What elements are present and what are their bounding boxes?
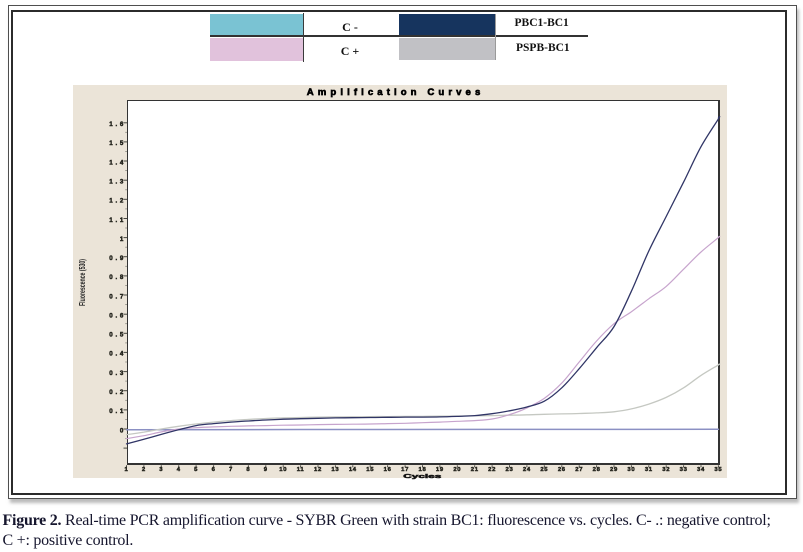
svg-text:8: 8 — [246, 467, 250, 473]
svg-text:1.3: 1.3 — [109, 179, 126, 186]
svg-text:21: 21 — [471, 467, 479, 473]
svg-text:Amplification Curves: Amplification Curves — [307, 87, 481, 98]
svg-text:24: 24 — [523, 467, 531, 473]
svg-text:18: 18 — [419, 467, 427, 473]
svg-text:10: 10 — [279, 467, 287, 473]
svg-text:33: 33 — [680, 467, 688, 473]
svg-text:0: 0 — [120, 427, 126, 434]
svg-text:17: 17 — [401, 467, 409, 473]
svg-text:32: 32 — [662, 467, 670, 473]
svg-text:27: 27 — [575, 467, 583, 473]
svg-text:4: 4 — [177, 467, 181, 473]
svg-text:1.2: 1.2 — [109, 198, 126, 205]
svg-text:0.1: 0.1 — [109, 408, 126, 415]
svg-text:0.4: 0.4 — [109, 351, 126, 358]
svg-text:0.5: 0.5 — [109, 332, 126, 339]
svg-text:7: 7 — [229, 467, 233, 473]
svg-text:20: 20 — [453, 467, 461, 473]
svg-text:34: 34 — [697, 467, 705, 473]
svg-text:1.4: 1.4 — [109, 159, 126, 166]
svg-text:Fluorescence (530): Fluorescence (530) — [77, 259, 87, 306]
svg-text:29: 29 — [610, 467, 618, 473]
svg-text:0.6: 0.6 — [109, 313, 126, 320]
svg-text:0.2: 0.2 — [109, 389, 126, 396]
svg-text:2: 2 — [142, 467, 146, 473]
svg-text:6: 6 — [212, 467, 216, 473]
svg-text:23: 23 — [506, 467, 514, 473]
svg-text:19: 19 — [436, 467, 444, 473]
svg-text:22: 22 — [488, 467, 496, 473]
svg-text:3: 3 — [159, 467, 163, 473]
svg-text:35: 35 — [714, 467, 722, 473]
svg-text:12: 12 — [314, 467, 322, 473]
svg-text:0.9: 0.9 — [109, 255, 126, 262]
svg-text:15: 15 — [366, 467, 374, 473]
svg-text:31: 31 — [645, 467, 653, 473]
svg-text:30: 30 — [627, 467, 635, 473]
svg-text:0.7: 0.7 — [109, 293, 126, 300]
svg-text:1.5: 1.5 — [109, 140, 126, 147]
svg-text:Cycles: Cycles — [403, 474, 441, 480]
svg-text:13: 13 — [331, 467, 339, 473]
svg-text:1: 1 — [125, 467, 129, 473]
svg-text:1.1: 1.1 — [109, 217, 126, 224]
svg-text:1: 1 — [120, 236, 126, 243]
svg-text:16: 16 — [384, 467, 392, 473]
svg-text:28: 28 — [593, 467, 601, 473]
svg-text:5: 5 — [194, 467, 198, 473]
svg-text:0.3: 0.3 — [109, 370, 126, 377]
svg-text:1.6: 1.6 — [109, 121, 126, 128]
svg-text:25: 25 — [540, 467, 548, 473]
svg-text:11: 11 — [297, 467, 305, 473]
svg-text:9: 9 — [264, 467, 268, 473]
svg-text:14: 14 — [349, 467, 357, 473]
svg-text:26: 26 — [558, 467, 566, 473]
svg-text:0.8: 0.8 — [109, 274, 126, 281]
